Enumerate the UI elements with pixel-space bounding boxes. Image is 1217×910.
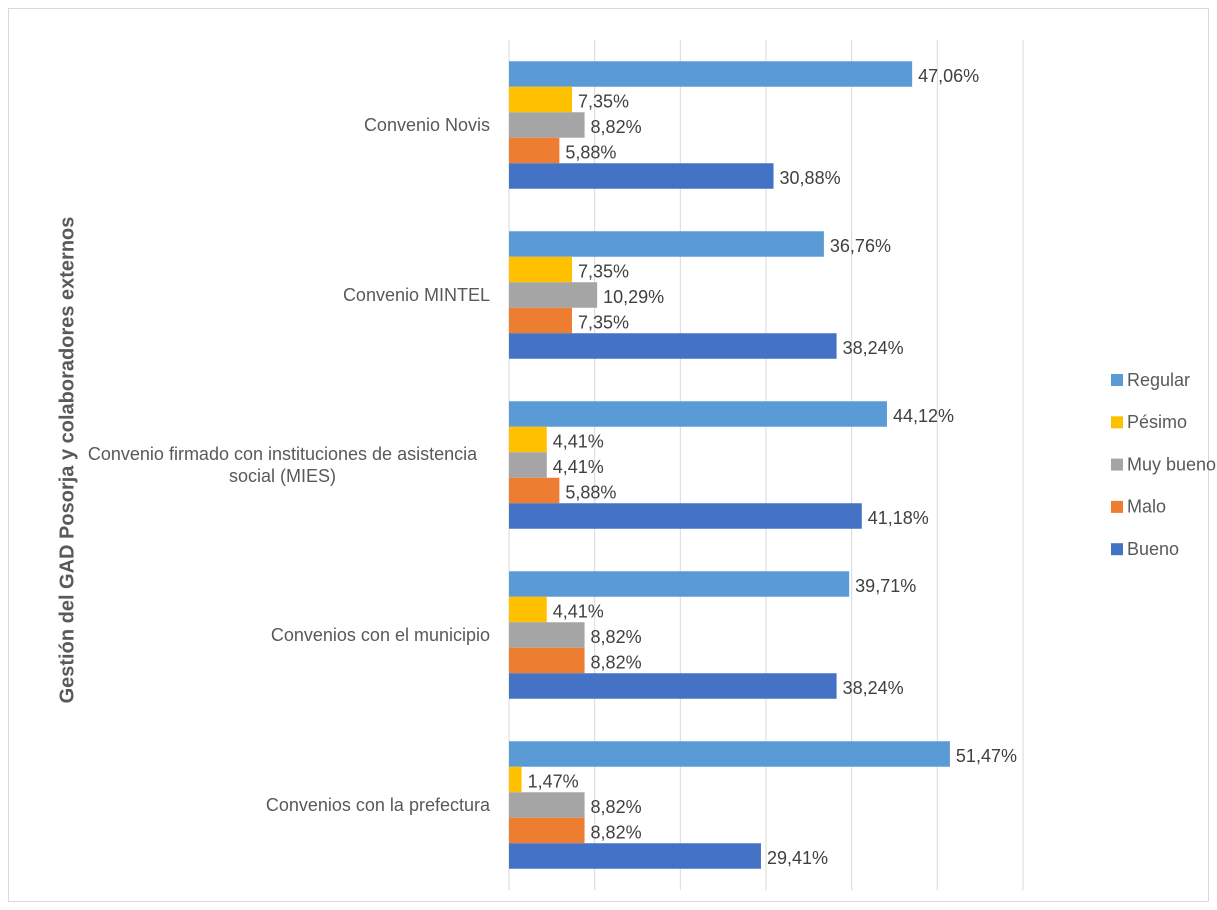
bar bbox=[509, 333, 837, 359]
legend-label: Malo bbox=[1127, 497, 1166, 517]
y-tick-label: Convenios con el municipio bbox=[270, 625, 490, 645]
data-label: 8,82% bbox=[591, 797, 642, 817]
data-label: 39,71% bbox=[855, 576, 916, 596]
data-label: 38,24% bbox=[843, 338, 904, 358]
y-tick-label: Convenios con la prefectura bbox=[265, 795, 490, 815]
data-label: 44,12% bbox=[893, 406, 954, 426]
data-label: 51,47% bbox=[956, 746, 1017, 766]
data-label: 5,88% bbox=[565, 142, 616, 162]
data-label: 29,41% bbox=[767, 848, 828, 868]
bar bbox=[509, 622, 585, 648]
data-label: 8,82% bbox=[591, 627, 642, 647]
data-label: 36,76% bbox=[830, 236, 891, 256]
bar bbox=[509, 477, 560, 504]
data-label: 8,82% bbox=[591, 652, 642, 672]
bar bbox=[509, 452, 547, 478]
bar bbox=[509, 163, 774, 189]
bar bbox=[509, 61, 913, 87]
bar bbox=[509, 307, 572, 334]
legend-swatch bbox=[1111, 374, 1123, 386]
legend-label: Bueno bbox=[1127, 539, 1179, 559]
bar bbox=[509, 503, 862, 529]
legend-swatch bbox=[1111, 543, 1123, 556]
bar bbox=[509, 843, 761, 869]
legend-label: Pésimo bbox=[1127, 412, 1187, 432]
data-label: 30,88% bbox=[780, 168, 841, 188]
legend-swatch bbox=[1111, 416, 1123, 429]
data-label: 4,41% bbox=[553, 601, 604, 621]
bar bbox=[509, 112, 585, 138]
bar bbox=[509, 571, 850, 597]
bar bbox=[509, 647, 585, 674]
y-tick-label: Convenio firmado con instituciones de as… bbox=[87, 444, 478, 486]
legend-label: Muy bueno bbox=[1127, 454, 1216, 474]
data-label: 41,18% bbox=[868, 508, 929, 528]
legend-swatch bbox=[1111, 500, 1123, 513]
data-label: 8,82% bbox=[591, 117, 642, 137]
bar bbox=[509, 282, 598, 308]
bar bbox=[509, 256, 572, 283]
bar bbox=[509, 817, 585, 844]
data-label: 7,35% bbox=[578, 261, 629, 281]
data-label: 1,47% bbox=[528, 771, 579, 791]
data-label: 10,29% bbox=[603, 287, 664, 307]
y-axis-title: Gestión del GAD Posorja y colaboradores … bbox=[56, 217, 78, 704]
bar bbox=[509, 426, 547, 453]
bar bbox=[509, 86, 572, 113]
data-label: 8,82% bbox=[591, 822, 642, 842]
data-label: 4,41% bbox=[553, 431, 604, 451]
y-tick-label: Convenio Novis bbox=[363, 115, 490, 135]
bar bbox=[509, 231, 824, 257]
data-label: 47,06% bbox=[918, 66, 979, 86]
data-label: 5,88% bbox=[565, 482, 616, 502]
data-label: 38,24% bbox=[843, 678, 904, 698]
bar bbox=[509, 673, 837, 699]
y-tick-label: Convenio MINTEL bbox=[342, 285, 490, 305]
data-label: 7,35% bbox=[578, 91, 629, 111]
bar bbox=[509, 137, 560, 164]
bar bbox=[509, 766, 522, 793]
legend-swatch bbox=[1111, 458, 1123, 471]
data-label: 4,41% bbox=[553, 457, 604, 477]
bar bbox=[509, 792, 585, 818]
data-label: 7,35% bbox=[578, 312, 629, 332]
bar bbox=[509, 401, 887, 427]
legend-label: Regular bbox=[1127, 370, 1190, 390]
bar bbox=[509, 741, 950, 767]
bar bbox=[509, 596, 547, 623]
